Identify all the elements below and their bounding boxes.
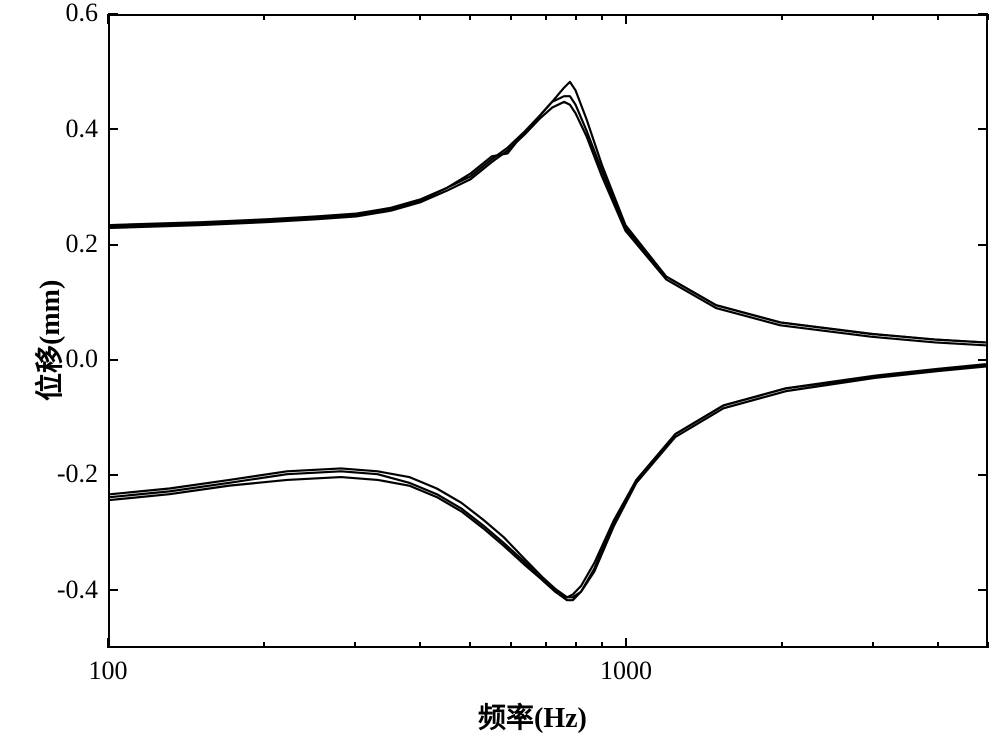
x-axis-label: 频率(Hz) [478, 696, 587, 736]
y-tick [978, 244, 988, 246]
x-tick-major [107, 14, 109, 24]
series-upper2 [111, 102, 985, 345]
x-tick-minor [545, 642, 547, 648]
y-tick-label: 0.2 [66, 229, 99, 259]
y-tick [108, 128, 118, 130]
y-tick-label: 0.4 [66, 114, 99, 144]
y-tick [108, 474, 118, 476]
x-tick-minor [872, 14, 874, 20]
x-tick-minor [781, 14, 783, 20]
y-tick [978, 589, 988, 591]
x-tick-label: 1000 [596, 656, 656, 686]
data-curves [110, 16, 986, 646]
x-tick-label: 100 [78, 656, 138, 686]
series-lower3 [111, 365, 985, 600]
x-tick-minor [354, 14, 356, 20]
y-tick [108, 13, 118, 15]
y-tick-label: -0.2 [57, 459, 98, 489]
x-tick-minor [510, 642, 512, 648]
x-tick-minor [781, 642, 783, 648]
x-tick-minor [575, 14, 577, 20]
x-tick-minor [601, 642, 603, 648]
x-tick-minor [575, 642, 577, 648]
y-tick [978, 128, 988, 130]
x-tick-major [107, 638, 109, 648]
y-tick-label: 0.0 [66, 344, 99, 374]
x-tick-minor [469, 642, 471, 648]
y-tick [978, 474, 988, 476]
plot-area [108, 14, 988, 648]
x-tick-minor [263, 14, 265, 20]
x-tick-minor [545, 14, 547, 20]
y-tick [108, 359, 118, 361]
x-tick-major [625, 638, 627, 648]
y-tick [108, 589, 118, 591]
y-tick-label: 0.6 [66, 0, 99, 28]
x-tick-minor [601, 14, 603, 20]
x-tick-minor [263, 642, 265, 648]
x-tick-minor [510, 14, 512, 20]
x-tick-minor [354, 642, 356, 648]
x-tick-minor [937, 642, 939, 648]
x-tick-minor [419, 642, 421, 648]
y-tick [108, 244, 118, 246]
x-tick-minor [419, 14, 421, 20]
x-tick-minor [469, 14, 471, 20]
y-axis-label: 位移(mm) [28, 280, 68, 401]
x-tick-major [625, 14, 627, 24]
y-tick [978, 359, 988, 361]
y-tick-label: -0.4 [57, 575, 98, 605]
x-tick-minor [987, 642, 989, 648]
displacement-vs-frequency-chart: -0.4 -0.2 0.0 0.2 0.4 0.6 100 1000 位移(mm) 频率(H… [0, 0, 1000, 743]
series-upper1 [111, 82, 985, 343]
x-tick-minor [872, 642, 874, 648]
x-tick-minor [937, 14, 939, 20]
x-tick-minor [987, 14, 989, 20]
